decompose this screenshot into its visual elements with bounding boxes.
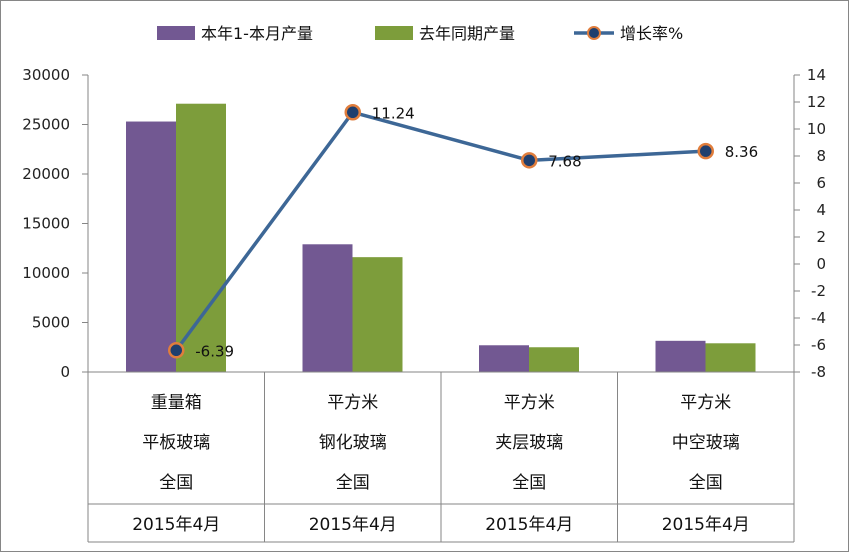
bar-previous xyxy=(176,103,226,373)
right-tick-label: 10 xyxy=(807,120,826,138)
right-tick-label: 0 xyxy=(816,255,826,273)
right-tick-label: 8 xyxy=(816,147,826,165)
bar-previous xyxy=(529,347,579,372)
right-tick-label: -8 xyxy=(811,363,826,381)
left-tick-label: 25000 xyxy=(22,116,70,134)
right-tick-label: -2 xyxy=(811,282,826,300)
category-label: 平板玻璃 xyxy=(142,433,210,453)
growth-marker xyxy=(521,152,538,169)
left-tick-label: 0 xyxy=(60,363,70,381)
right-tick-label: 12 xyxy=(807,93,826,111)
right-tick-label: -4 xyxy=(811,309,826,327)
left-tick-label: 30000 xyxy=(22,66,70,84)
bar-current xyxy=(302,244,353,372)
growth-line xyxy=(174,110,706,352)
left-tick-label: 15000 xyxy=(22,215,70,233)
category-label: 全国 xyxy=(336,473,370,493)
bar-previous xyxy=(705,343,756,372)
category-label: 平方米 xyxy=(327,393,378,413)
bar-current xyxy=(479,345,529,372)
category-label: 夹层玻璃 xyxy=(495,433,563,453)
category-label: 2015年4月 xyxy=(132,515,220,535)
category-label: 平方米 xyxy=(680,393,731,413)
growth-data-label: -6.39 xyxy=(195,342,234,360)
left-axis-ticks: 0 5000 10000 15000 20000 25000 30000 xyxy=(22,66,88,381)
legend-label-growth: 增长率% xyxy=(620,24,683,43)
right-tick-label: 14 xyxy=(807,66,826,84)
axes xyxy=(87,75,795,543)
bar-current xyxy=(655,340,706,372)
category-label: 2015年4月 xyxy=(309,515,397,535)
category-axis: 重量箱平板玻璃全国2015年4月平方米钢化玻璃全国2015年4月平方米夹层玻璃全… xyxy=(132,393,750,535)
category-label: 平方米 xyxy=(504,393,555,413)
legend-swatch-current xyxy=(157,26,195,40)
growth-data-label: 8.36 xyxy=(725,143,758,161)
category-label: 钢化玻璃 xyxy=(319,433,387,453)
bars xyxy=(126,103,756,373)
growth-series: -6.39 11.24 7.68 8.36 xyxy=(168,104,758,360)
category-label: 全国 xyxy=(512,473,546,493)
legend-label-current: 本年1-本月产量 xyxy=(201,24,313,43)
right-tick-label: 4 xyxy=(816,201,826,219)
category-label: 中空玻璃 xyxy=(672,433,740,453)
growth-data-label: 11.24 xyxy=(372,104,415,122)
growth-marker xyxy=(168,342,185,359)
right-tick-label: -6 xyxy=(811,336,826,354)
bar-current xyxy=(126,121,176,372)
growth-marker xyxy=(697,142,714,160)
category-label: 全国 xyxy=(689,473,723,493)
left-tick-label: 20000 xyxy=(22,165,70,183)
legend-label-previous: 去年同期产量 xyxy=(419,24,515,43)
legend: 本年1-本月产量 去年同期产量 增长率% xyxy=(157,24,683,43)
bar-previous xyxy=(352,257,403,372)
growth-data-label: 7.68 xyxy=(548,152,581,170)
category-label: 2015年4月 xyxy=(485,515,573,535)
right-tick-label: 6 xyxy=(816,174,826,192)
category-label: 全国 xyxy=(159,473,193,493)
category-label: 2015年4月 xyxy=(662,515,750,535)
left-tick-label: 10000 xyxy=(22,264,70,282)
legend-swatch-previous xyxy=(375,26,413,40)
category-label: 重量箱 xyxy=(151,393,202,413)
left-tick-label: 5000 xyxy=(32,314,70,332)
growth-marker xyxy=(344,104,361,121)
right-axis-ticks: -8 -6 -4 -2 0 2 4 6 8 10 12 14 xyxy=(794,66,826,381)
right-tick-label: 2 xyxy=(816,228,826,246)
legend-swatch-growth-marker xyxy=(587,26,601,40)
